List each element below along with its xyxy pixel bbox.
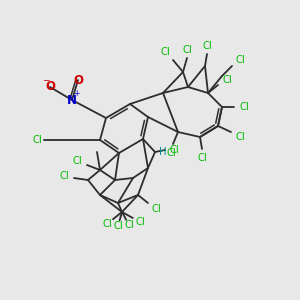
Text: Cl: Cl xyxy=(235,132,245,142)
Text: O: O xyxy=(73,74,83,86)
Text: Cl: Cl xyxy=(102,219,112,229)
Text: Cl: Cl xyxy=(160,47,170,57)
Text: Cl: Cl xyxy=(202,41,212,51)
Text: Cl: Cl xyxy=(166,148,176,158)
Text: Cl: Cl xyxy=(72,156,82,166)
Text: Cl: Cl xyxy=(169,145,179,155)
Text: Cl: Cl xyxy=(113,221,123,231)
Text: +: + xyxy=(73,88,79,98)
Text: Cl: Cl xyxy=(197,153,207,163)
Text: Cl: Cl xyxy=(124,220,134,230)
Text: Cl: Cl xyxy=(239,102,249,112)
Text: −: − xyxy=(42,76,50,85)
Text: Cl: Cl xyxy=(235,55,245,65)
Text: H: H xyxy=(159,147,167,157)
Text: Cl: Cl xyxy=(182,45,192,55)
Text: Cl: Cl xyxy=(32,135,42,145)
Text: O: O xyxy=(45,80,55,94)
Text: N: N xyxy=(67,94,77,106)
Text: Cl: Cl xyxy=(222,75,232,85)
Text: Cl: Cl xyxy=(59,171,69,181)
Text: Cl: Cl xyxy=(135,217,145,227)
Text: Cl: Cl xyxy=(151,204,161,214)
